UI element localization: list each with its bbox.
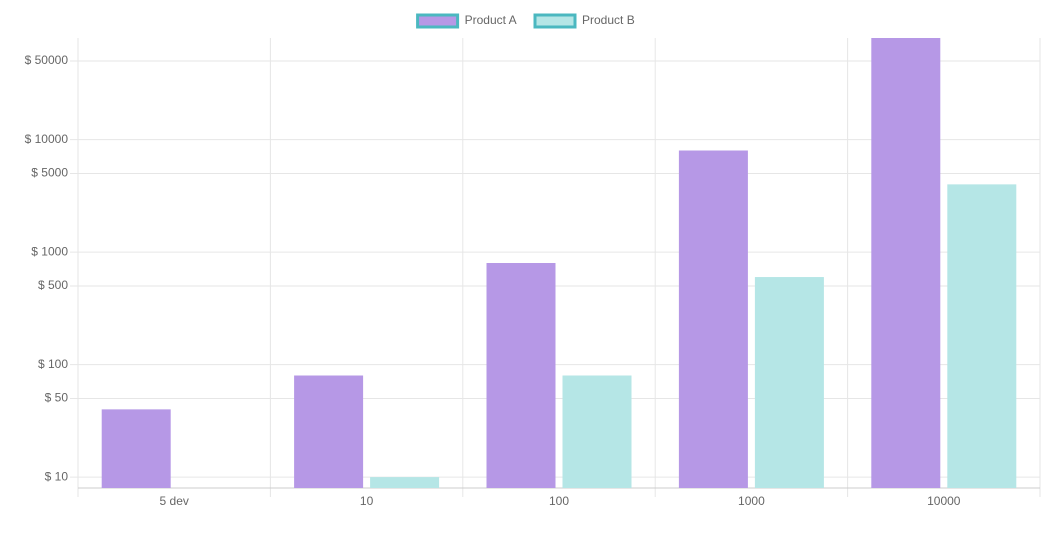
- legend-label[interactable]: Product B: [582, 13, 635, 27]
- x-tick-label: 100: [549, 494, 569, 508]
- legend-label[interactable]: Product A: [465, 13, 517, 27]
- legend-swatch[interactable]: [416, 13, 460, 29]
- bar[interactable]: [947, 184, 1017, 488]
- x-tick-label: 1000: [738, 494, 765, 508]
- bar[interactable]: [486, 263, 556, 488]
- y-tick-label: $ 500: [38, 278, 68, 292]
- y-tick-label: $ 1000: [31, 244, 68, 258]
- legend-swatch[interactable]: [533, 13, 577, 29]
- bar[interactable]: [562, 375, 632, 489]
- y-tick-label: $ 50: [45, 391, 69, 405]
- bar[interactable]: [678, 150, 748, 489]
- y-tick-label: $ 10: [45, 469, 69, 483]
- bar[interactable]: [101, 409, 171, 488]
- x-tick-label: 5 dev: [160, 494, 189, 508]
- y-tick-label: $ 5000: [31, 166, 68, 180]
- bar[interactable]: [871, 38, 941, 488]
- y-tick-label: $ 100: [38, 357, 68, 371]
- bar[interactable]: [754, 277, 824, 488]
- y-tick-label: $ 10000: [25, 132, 69, 146]
- bar[interactable]: [294, 375, 364, 489]
- x-tick-label: 10: [360, 494, 374, 508]
- bar[interactable]: [370, 477, 440, 488]
- y-tick-label: $ 50000: [25, 53, 69, 67]
- x-tick-label: 10000: [927, 494, 961, 508]
